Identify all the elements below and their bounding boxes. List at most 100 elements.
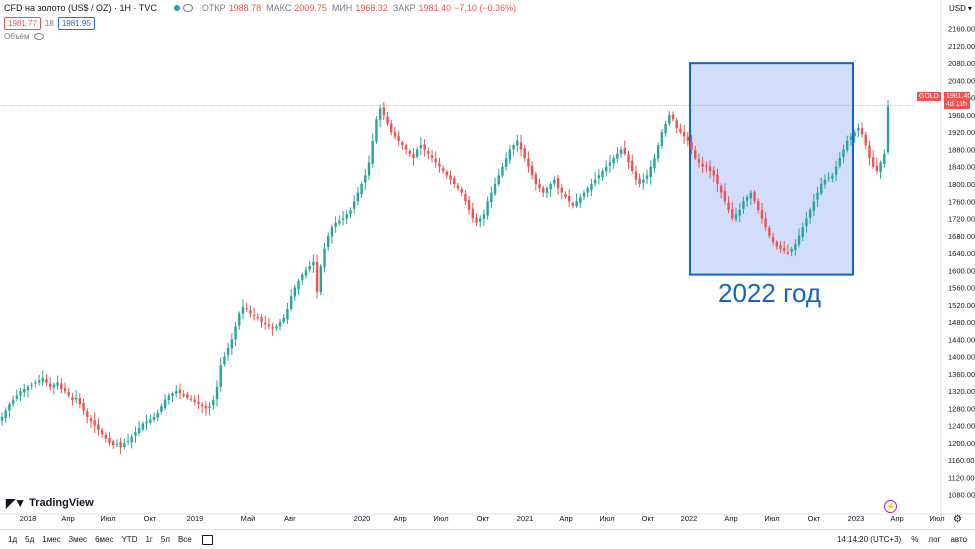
candle-body bbox=[134, 432, 137, 436]
candle-body bbox=[467, 200, 471, 210]
y-tick-label: 1640.00 bbox=[948, 249, 975, 258]
candle-body bbox=[371, 140, 374, 164]
candle-body bbox=[871, 157, 875, 167]
candle-body bbox=[186, 394, 189, 398]
timeframe-1m[interactable]: 1мес bbox=[42, 535, 61, 544]
clock[interactable]: 14:14:20 (UTC+3) bbox=[836, 535, 902, 544]
x-tick-label: 2018 bbox=[20, 514, 37, 523]
candle-body bbox=[86, 411, 89, 418]
candle-body bbox=[34, 382, 37, 384]
candle-body bbox=[831, 175, 834, 179]
candle-body bbox=[238, 313, 241, 326]
candle-body bbox=[312, 261, 315, 266]
candle-body bbox=[364, 175, 367, 183]
candle-body bbox=[397, 136, 400, 141]
candle-body bbox=[716, 174, 719, 184]
candle-body bbox=[601, 171, 604, 178]
candle-body bbox=[245, 308, 248, 310]
eye-off-icon[interactable] bbox=[33, 33, 44, 40]
candle-body bbox=[52, 384, 56, 388]
candle-body bbox=[597, 175, 601, 179]
candle-body bbox=[200, 404, 204, 407]
y-tick-label: 1280.00 bbox=[948, 404, 975, 413]
x-tick-label: Май bbox=[241, 514, 256, 523]
y-tick-label: 2040.00 bbox=[948, 76, 975, 85]
candle-body bbox=[794, 244, 797, 251]
candle-body bbox=[675, 120, 678, 128]
lightning-icon[interactable]: ⚡ bbox=[884, 500, 897, 513]
candle-body bbox=[593, 179, 597, 184]
y-tick-label: 1160.00 bbox=[948, 456, 975, 465]
candle-body bbox=[352, 201, 356, 209]
x-tick-label: Апр bbox=[61, 514, 74, 523]
candle-body bbox=[753, 192, 756, 202]
sell-button[interactable]: 1981.77 bbox=[4, 17, 41, 30]
timeframe-1y[interactable]: 1г bbox=[145, 535, 153, 544]
symbol-title[interactable]: CFD на золото (US$ / OZ) · 1H · TVC bbox=[4, 3, 157, 13]
candle-body bbox=[797, 235, 801, 245]
candle-body bbox=[45, 379, 48, 383]
candle-body bbox=[860, 128, 864, 135]
percent-toggle[interactable]: % bbox=[911, 535, 919, 544]
tradingview-logo[interactable]: ◤▼ TradingView bbox=[6, 496, 94, 510]
candle-body bbox=[745, 196, 749, 201]
candle-body bbox=[760, 210, 764, 219]
candle-body bbox=[315, 262, 319, 292]
spread-value: 18 bbox=[44, 19, 54, 28]
timeframe-1d[interactable]: 1д bbox=[8, 535, 18, 544]
y-tick-label: 2080.00 bbox=[948, 59, 975, 68]
candle-body bbox=[846, 140, 849, 150]
y-tick-label: 1880.00 bbox=[948, 145, 975, 154]
y-tick-label: 1800.00 bbox=[948, 180, 975, 189]
buy-button[interactable]: 1981.95 bbox=[57, 17, 95, 30]
market-status-icon bbox=[173, 5, 180, 11]
y-tick-label: 1760.00 bbox=[948, 197, 975, 206]
log-toggle[interactable]: лог bbox=[928, 535, 941, 544]
auto-toggle[interactable]: авто bbox=[950, 535, 967, 544]
candle-body bbox=[30, 384, 33, 386]
candle-body bbox=[631, 160, 634, 172]
calendar-icon[interactable] bbox=[201, 534, 213, 545]
candle-body bbox=[223, 356, 226, 365]
candle-body bbox=[771, 236, 775, 243]
candle-body bbox=[668, 114, 671, 124]
candle-body bbox=[204, 405, 208, 409]
candle-body bbox=[479, 218, 482, 222]
price-tag-symbol: GOLD bbox=[917, 92, 941, 101]
candle-body bbox=[590, 184, 593, 190]
candle-body bbox=[453, 178, 456, 184]
candle-body bbox=[252, 315, 256, 317]
candle-body bbox=[178, 389, 182, 394]
eye-icon[interactable] bbox=[182, 4, 193, 12]
candle-body bbox=[212, 399, 215, 405]
open-value: 1988.78 bbox=[228, 3, 262, 13]
candle-body bbox=[486, 201, 489, 216]
annotation-text[interactable]: 2022 год bbox=[718, 278, 822, 308]
candle-body bbox=[434, 158, 437, 163]
volume-legend: Объём bbox=[4, 32, 44, 41]
currency-selector[interactable]: USD ▾ bbox=[949, 4, 972, 13]
candle-body bbox=[493, 184, 497, 194]
candle-body bbox=[723, 190, 727, 202]
gear-icon[interactable]: ⚙ bbox=[953, 514, 962, 525]
timeframe-ytd[interactable]: YTD bbox=[121, 535, 138, 544]
timeframe-all[interactable]: Все bbox=[177, 535, 192, 544]
candle-body bbox=[638, 178, 641, 184]
timeframe-6m[interactable]: 6мес bbox=[95, 535, 114, 544]
candle-body bbox=[679, 128, 682, 133]
timeframe-5d[interactable]: 5д bbox=[25, 535, 35, 544]
candle-body bbox=[482, 214, 486, 219]
candle-body bbox=[241, 307, 245, 314]
candle-body bbox=[356, 192, 360, 202]
candle-body bbox=[104, 434, 108, 439]
candle-body bbox=[757, 200, 760, 210]
candle-body bbox=[297, 281, 300, 290]
timeframe-3m[interactable]: 3мес bbox=[68, 535, 88, 544]
candle-body bbox=[782, 248, 786, 251]
timeframe-5y[interactable]: 5л bbox=[160, 535, 170, 544]
candle-body bbox=[19, 391, 22, 396]
candle-body bbox=[427, 151, 430, 154]
candle-body bbox=[393, 132, 397, 137]
close-label: ЗАКР bbox=[392, 3, 416, 13]
